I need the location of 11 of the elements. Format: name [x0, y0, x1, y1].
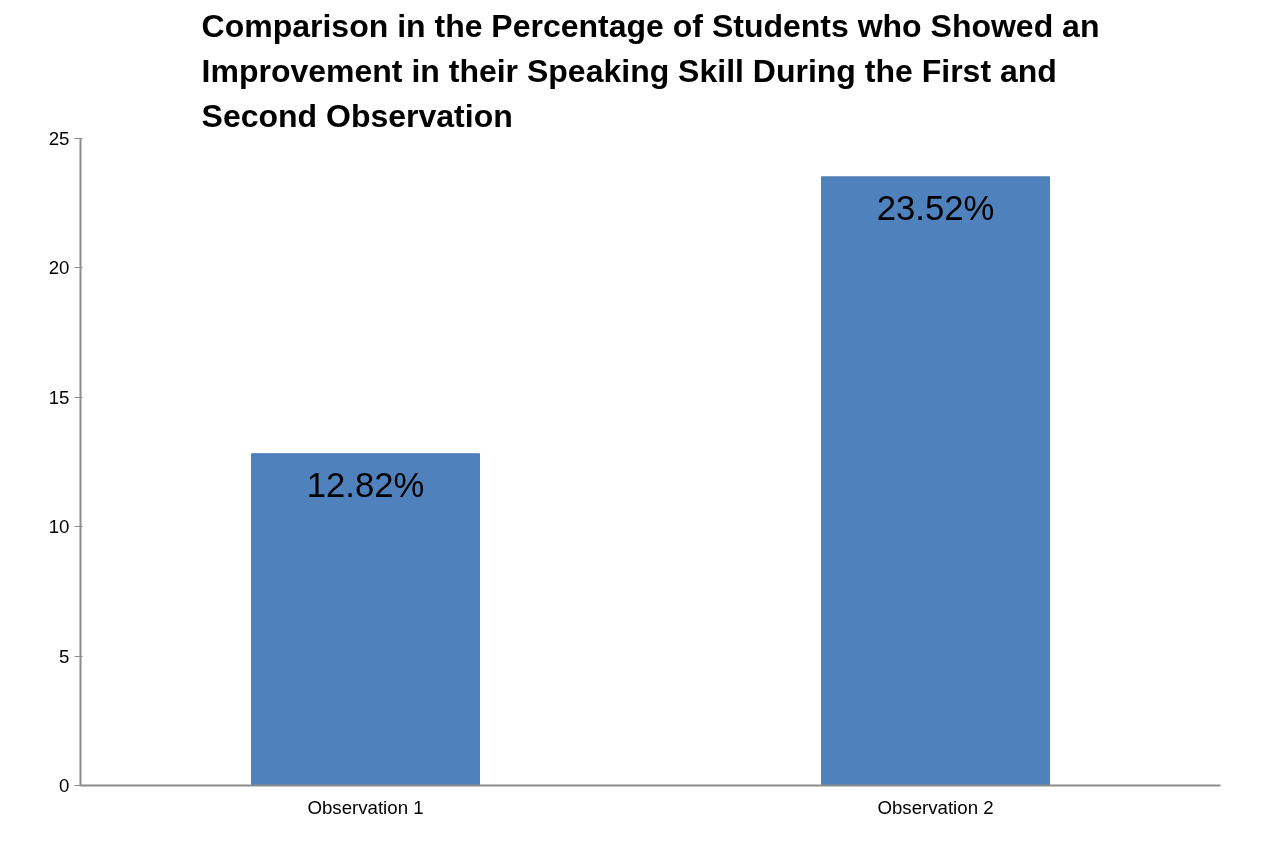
x-tick-label: Observation 1: [307, 796, 424, 818]
y-tick-label: 5: [59, 645, 70, 667]
y-tick-label: 25: [48, 128, 70, 149]
y-tick-label: 20: [48, 257, 70, 279]
x-tick-label: Observation 2: [877, 796, 994, 818]
y-tick-label: 10: [48, 516, 70, 538]
data-label: 23.52%: [876, 188, 995, 227]
data-label: 12.82%: [306, 465, 425, 504]
y-tick-label: 15: [48, 386, 70, 408]
y-tick-label: 0: [59, 775, 70, 796]
chart-title: Comparison in the Percentage of Students who Showed an Improvement in their Speaking Skill During the First and Second Observation: [201, 7, 1100, 134]
